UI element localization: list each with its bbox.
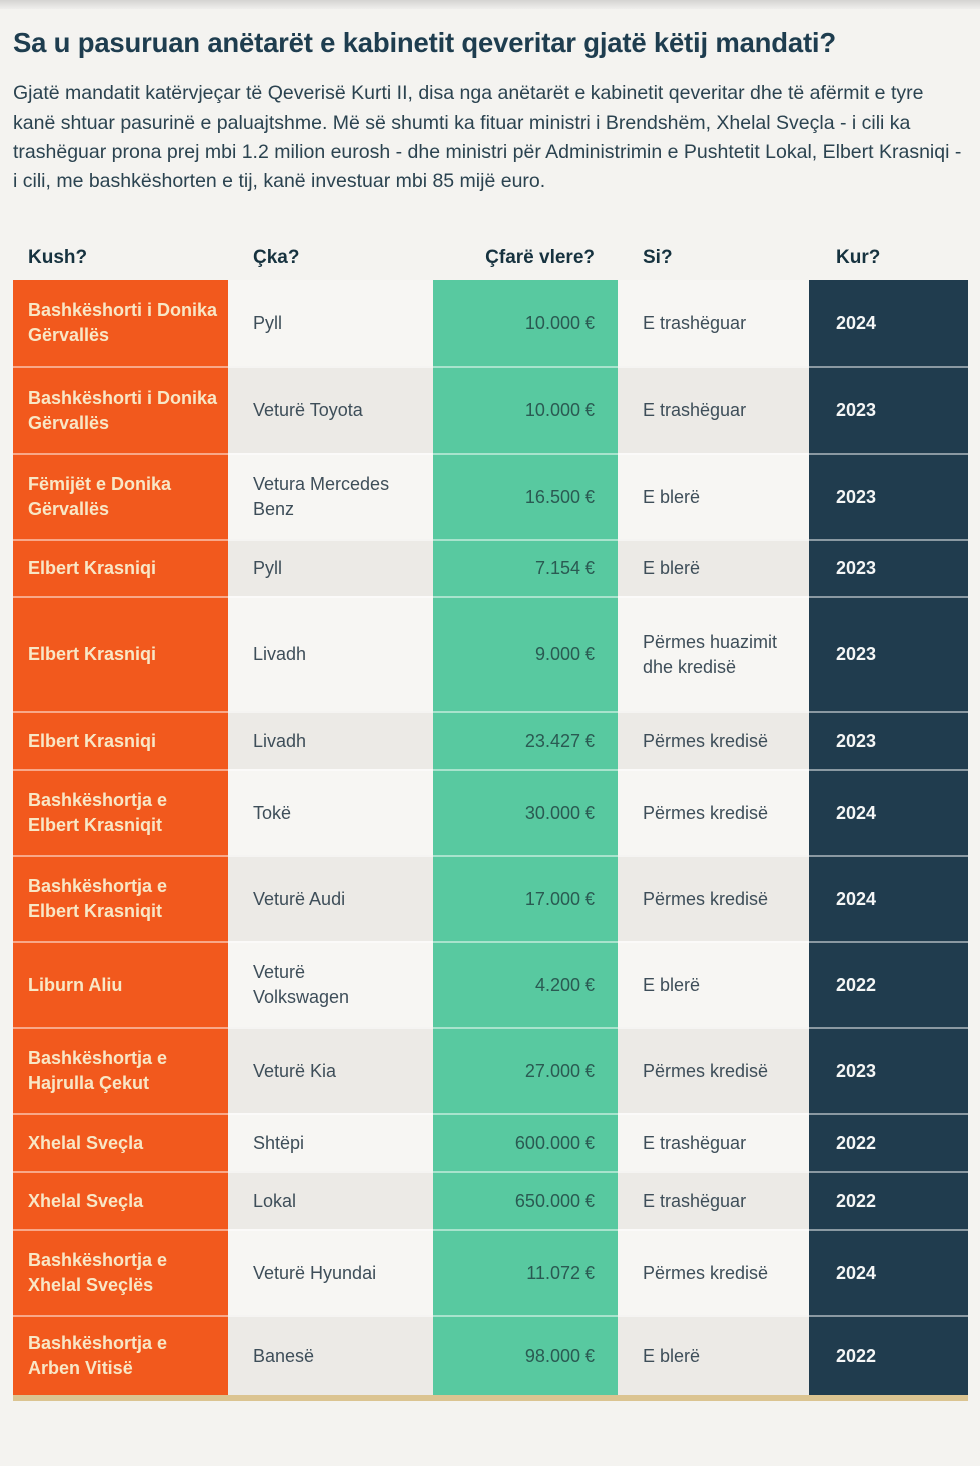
cell-what: Veturë Hyundai: [228, 1229, 433, 1316]
cell-who: Bashkëshortja e Xhelal Sveçlës: [13, 1229, 228, 1316]
cell-when: 2022: [809, 1113, 968, 1172]
cell-value: 7.154 €: [433, 539, 618, 597]
cell-when: 2022: [809, 1171, 968, 1230]
cell-when: 2023: [809, 539, 968, 597]
cell-what: Pyll: [228, 539, 433, 597]
cell-how: Përmes kredisë: [618, 1027, 809, 1114]
cell-who: Bashkëshortja e Elbert Krasniqit: [13, 855, 228, 942]
cell-how: E blerë: [618, 1315, 809, 1396]
cell-who: Bashkëshortja e Arben Vitisë: [13, 1315, 228, 1396]
article-page: Sa u pasuruan anëtarët e kabinetit qever…: [0, 25, 980, 1402]
table-row: Xhelal Sveçla Shtëpi 600.000 € E trashëg…: [13, 1113, 968, 1172]
cell-how: E blerë: [618, 539, 809, 597]
cell-how: Përmes huazimit dhe kredisë: [618, 596, 809, 712]
cell-value: 650.000 €: [433, 1171, 618, 1230]
table-row: Elbert Krasniqi Livadh 23.427 € Përmes k…: [13, 711, 968, 770]
table-header-row: Kush? Çka? Çfarë vlere? Si? Kur?: [13, 236, 968, 280]
header-cell-kush: Kush?: [28, 247, 88, 269]
cell-when: 2022: [809, 1315, 968, 1396]
cell-how: Përmes kredisë: [618, 1229, 809, 1316]
cell-when: 2024: [809, 280, 968, 367]
cell-when: 2023: [809, 711, 968, 770]
page-title: Sa u pasuruan anëtarët e kabinetit qever…: [13, 27, 836, 58]
cell-when: 2023: [809, 366, 968, 454]
cell-what: Veturë Toyota: [228, 366, 433, 454]
cell-who: Elbert Krasniqi: [13, 711, 228, 770]
table-row: Xhelal Sveçla Lokal 650.000 € E trashëgu…: [13, 1171, 968, 1230]
cell-value: 16.500 €: [433, 453, 618, 540]
cell-who: Bashkëshorti i Donika Gërvallës: [13, 280, 228, 367]
cell-who: Elbert Krasniqi: [13, 539, 228, 597]
cell-when: 2024: [809, 769, 968, 856]
cell-who: Bashkëshortja e Elbert Krasniqit: [13, 769, 228, 856]
cell-value: 17.000 €: [433, 855, 618, 942]
cell-who: Elbert Krasniqi: [13, 596, 228, 712]
cell-what: Veturë Kia: [228, 1027, 433, 1114]
header-cell-cka: Çka?: [253, 247, 300, 269]
table-row: Bashkëshorti i Donika Gërvallës Veturë T…: [13, 366, 968, 454]
cell-how: E blerë: [618, 941, 809, 1028]
assets-table: Kush? Çka? Çfarë vlere? Si? Kur? Bashkës…: [13, 236, 968, 1402]
cell-what: Livadh: [228, 596, 433, 712]
cell-value: 98.000 €: [433, 1315, 618, 1396]
cell-when: 2023: [809, 453, 968, 540]
cell-value: 30.000 €: [433, 769, 618, 856]
header-cell-si: Si?: [643, 247, 673, 269]
cell-value: 10.000 €: [433, 366, 618, 454]
table-row: Bashkëshortja e Hajrulla Çekut Veturë Ki…: [13, 1027, 968, 1114]
header-cell-kur: Kur?: [836, 247, 881, 269]
table-row: Fëmijët e Donika Gërvallës Vetura Merced…: [13, 453, 968, 540]
cell-what: Veturë Volkswagen: [228, 941, 433, 1028]
cell-who: Fëmijët e Donika Gërvallës: [13, 453, 228, 540]
table-row: Liburn Aliu Veturë Volkswagen 4.200 € E …: [13, 941, 968, 1028]
cell-how: Përmes kredisë: [618, 711, 809, 770]
table-row: Bashkëshortja e Elbert Krasniqit Veturë …: [13, 855, 968, 942]
cell-when: 2024: [809, 1229, 968, 1316]
cell-how: Përmes kredisë: [618, 855, 809, 942]
cell-when: 2022: [809, 941, 968, 1028]
table-row: Elbert Krasniqi Livadh 9.000 € Përmes hu…: [13, 596, 968, 712]
table-row: Bashkëshortja e Arben Vitisë Banesë 98.0…: [13, 1315, 968, 1396]
cell-value: 600.000 €: [433, 1113, 618, 1172]
cell-value: 10.000 €: [433, 280, 618, 367]
cell-how: E trashëguar: [618, 1171, 809, 1230]
cell-when: 2024: [809, 855, 968, 942]
cell-who: Bashkëshortja e Hajrulla Çekut: [13, 1027, 228, 1114]
cell-who: Bashkëshorti i Donika Gërvallës: [13, 366, 228, 454]
cell-what: Shtëpi: [228, 1113, 433, 1172]
cell-how: Përmes kredisë: [618, 769, 809, 856]
next-row-partial-strip: [13, 1395, 968, 1402]
cell-how: E trashëguar: [618, 1113, 809, 1172]
cell-how: E blerë: [618, 453, 809, 540]
cell-when: 2023: [809, 596, 968, 712]
cell-what: Veturë Audi: [228, 855, 433, 942]
table-row: Elbert Krasniqi Pyll 7.154 € E blerë 202…: [13, 539, 968, 597]
cell-what: Tokë: [228, 769, 433, 856]
cell-who: Liburn Aliu: [13, 941, 228, 1028]
intro-paragraph: Gjatë mandatit katërvjeçar të Qeverisë K…: [13, 82, 962, 193]
cell-what: Vetura Mercedes Benz: [228, 453, 433, 540]
header-cell-cfare-vlere: Çfarë vlere?: [485, 247, 595, 269]
cell-value: 27.000 €: [433, 1027, 618, 1114]
table-row: Bashkëshortja e Xhelal Sveçlës Veturë Hy…: [13, 1229, 968, 1316]
page-top-shadow: [0, 0, 980, 9]
cell-value: 11.072 €: [433, 1229, 618, 1316]
cell-what: Pyll: [228, 280, 433, 367]
cell-value: 23.427 €: [433, 711, 618, 770]
cell-who: Xhelal Sveçla: [13, 1113, 228, 1172]
table-row: Bashkëshortja e Elbert Krasniqit Tokë 30…: [13, 769, 968, 856]
cell-value: 9.000 €: [433, 596, 618, 712]
cell-when: 2023: [809, 1027, 968, 1114]
cell-who: Xhelal Sveçla: [13, 1171, 228, 1230]
cell-how: E trashëguar: [618, 366, 809, 454]
cell-what: Livadh: [228, 711, 433, 770]
cell-value: 4.200 €: [433, 941, 618, 1028]
table-row: Bashkëshorti i Donika Gërvallës Pyll 10.…: [13, 280, 968, 367]
cell-how: E trashëguar: [618, 280, 809, 367]
cell-what: Lokal: [228, 1171, 433, 1230]
cell-what: Banesë: [228, 1315, 433, 1396]
